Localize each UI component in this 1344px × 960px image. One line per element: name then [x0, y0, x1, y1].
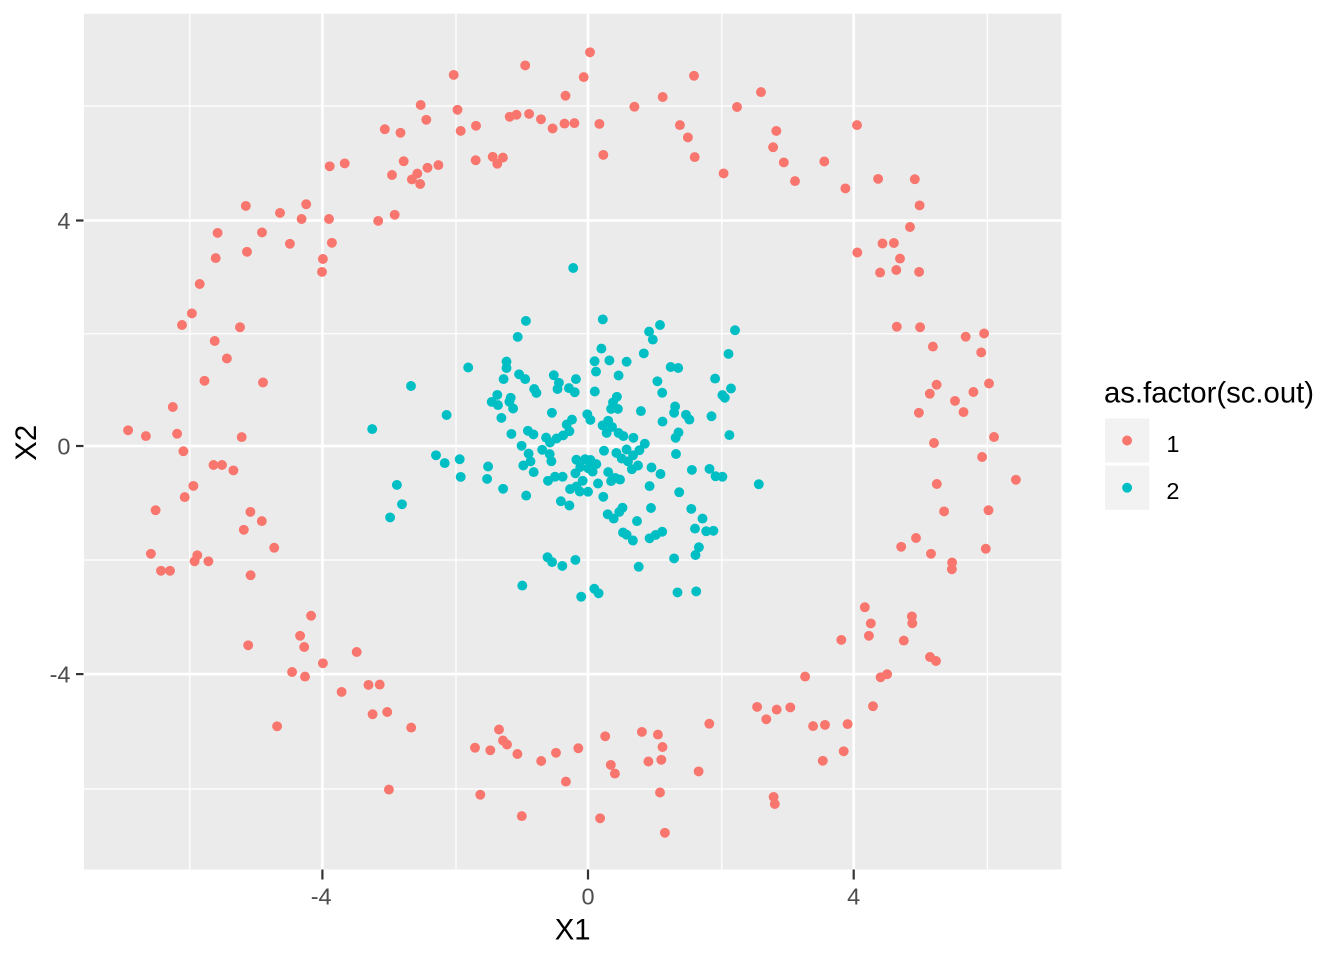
svg-text:-4: -4: [311, 884, 332, 910]
svg-text:4: 4: [847, 884, 860, 910]
svg-text:1: 1: [1166, 431, 1179, 457]
svg-text:4: 4: [57, 208, 70, 234]
svg-text:-4: -4: [50, 662, 71, 688]
svg-text:0: 0: [581, 884, 594, 910]
svg-text:as.factor(sc.out): as.factor(sc.out): [1104, 377, 1314, 410]
svg-text:0: 0: [57, 434, 70, 460]
svg-text:2: 2: [1166, 478, 1179, 504]
svg-text:X2: X2: [10, 425, 43, 461]
svg-text:X1: X1: [555, 914, 591, 947]
